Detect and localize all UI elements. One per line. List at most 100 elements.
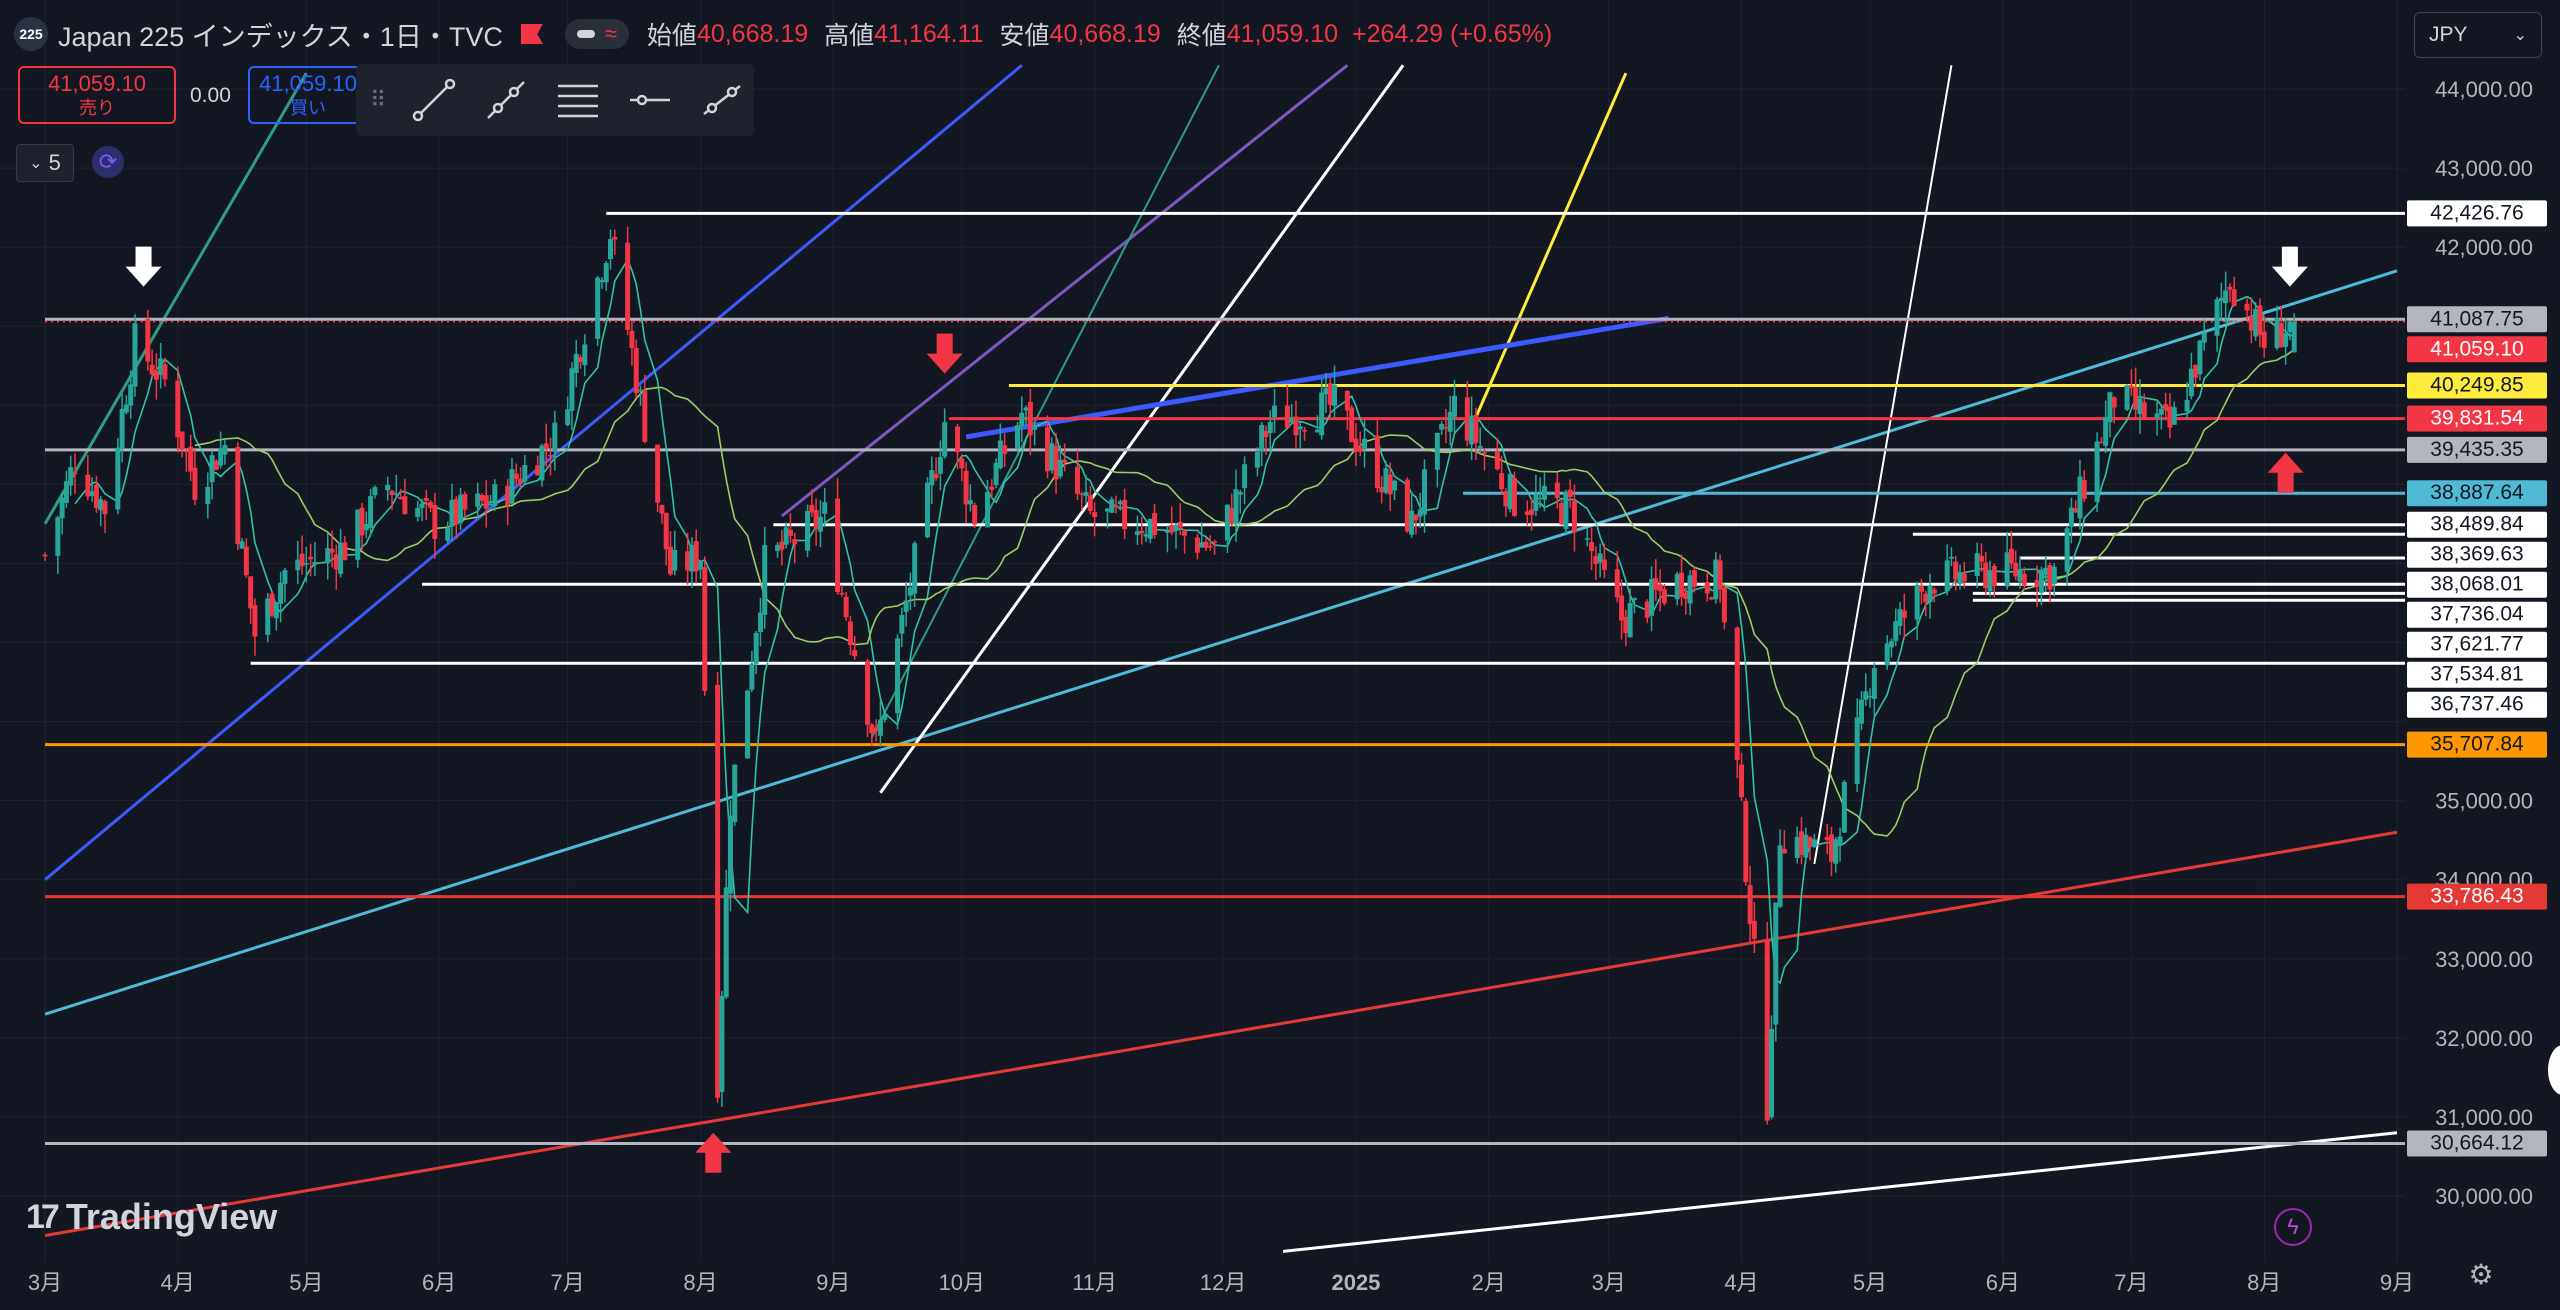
trend-line bbox=[43, 72, 308, 525]
candle-body bbox=[1379, 486, 1385, 493]
candle-body bbox=[1434, 432, 1440, 470]
candle-body bbox=[625, 242, 631, 330]
candle-body bbox=[423, 497, 429, 501]
candle-body bbox=[265, 598, 271, 635]
close-label: 終値 bbox=[1176, 22, 1227, 50]
candle-body bbox=[1079, 493, 1085, 496]
candle-body bbox=[1747, 884, 1753, 925]
price-tag-label: 38,887.64 bbox=[2430, 481, 2524, 504]
candle-body bbox=[488, 503, 494, 506]
candle-body bbox=[1983, 562, 1989, 589]
extended-line-tool-icon[interactable] bbox=[700, 78, 744, 122]
candle-body bbox=[775, 544, 781, 552]
horizontal-ray-tool-icon[interactable] bbox=[628, 78, 672, 122]
candle-body bbox=[912, 543, 918, 594]
candle-body bbox=[642, 390, 648, 442]
gear-icon[interactable]: ⚙ bbox=[2468, 1259, 2494, 1290]
candle-body bbox=[492, 484, 498, 506]
price-tag bbox=[2407, 1130, 2547, 1157]
drag-handle-icon[interactable]: ⠿ bbox=[370, 87, 387, 112]
candle-body bbox=[963, 470, 969, 505]
candle-body bbox=[749, 663, 755, 690]
candle-body bbox=[1203, 541, 1209, 548]
candle-body bbox=[2171, 407, 2177, 425]
candle-body bbox=[552, 422, 558, 452]
x-tick-label: 5月 bbox=[1853, 1270, 1887, 1295]
candle-body bbox=[1683, 592, 1689, 599]
candle-body bbox=[727, 815, 733, 894]
candle-body bbox=[2094, 441, 2100, 502]
candle-body bbox=[235, 446, 241, 545]
candle-body bbox=[779, 541, 785, 550]
x-tick-label: 3月 bbox=[1592, 1270, 1626, 1295]
candle-body bbox=[505, 486, 511, 506]
candle-body bbox=[398, 496, 404, 500]
candle-body bbox=[243, 546, 249, 576]
candle-body bbox=[1927, 585, 1933, 603]
candle-body bbox=[1392, 480, 1398, 491]
candle-body bbox=[873, 727, 879, 732]
candle-body bbox=[745, 690, 751, 759]
candle-body bbox=[2231, 289, 2237, 306]
x-tick-label: 4月 bbox=[1724, 1270, 1758, 1295]
candle-body bbox=[85, 474, 91, 497]
candle-body bbox=[2197, 340, 2203, 375]
sell-label: 売り bbox=[79, 98, 115, 118]
price-tag bbox=[2407, 306, 2547, 333]
candle-body bbox=[1109, 499, 1115, 513]
candle-body bbox=[2077, 476, 2083, 519]
candle-body bbox=[145, 319, 151, 362]
buy-button[interactable]: 41,059.10 買い bbox=[248, 66, 368, 124]
y-tick-label: 33,000.00 bbox=[2435, 947, 2533, 972]
refresh-icon[interactable]: ⟳ bbox=[92, 146, 124, 178]
candle-body bbox=[783, 527, 789, 545]
trend-line bbox=[1813, 65, 1953, 865]
buy-label: 買い bbox=[290, 98, 326, 118]
price-tag bbox=[2407, 541, 2547, 568]
candle-body bbox=[2111, 397, 2117, 408]
candle-body bbox=[1143, 534, 1149, 537]
candle-body bbox=[1567, 489, 1573, 498]
indicator-collapse-button[interactable]: ⌄ 5 bbox=[16, 144, 74, 182]
drawing-toolbar: ⠿ bbox=[356, 64, 754, 136]
price-tag bbox=[2407, 405, 2547, 432]
candle-body bbox=[1302, 430, 1308, 432]
compare-toggle[interactable]: ≈ bbox=[564, 19, 629, 49]
candle-body bbox=[1807, 837, 1813, 847]
candle-body bbox=[1833, 839, 1839, 864]
price-tag-label: 37,534.81 bbox=[2430, 663, 2523, 686]
candle-body bbox=[659, 504, 665, 514]
candle-body bbox=[603, 263, 609, 283]
candle-body bbox=[1199, 542, 1205, 548]
edge-handle[interactable] bbox=[2548, 1045, 2560, 1095]
arrow-down-icon bbox=[2271, 246, 2308, 287]
x-tick-label: 3月 bbox=[28, 1270, 62, 1295]
candle-body bbox=[2034, 579, 2040, 587]
flag-icon[interactable] bbox=[520, 24, 543, 44]
candle-body bbox=[1593, 556, 1599, 565]
parallel-channel-tool-icon[interactable] bbox=[556, 78, 600, 122]
candle-body bbox=[942, 422, 948, 457]
price-tag-label: 38,068.01 bbox=[2430, 573, 2523, 596]
price-tag-label: 30,664.12 bbox=[2430, 1131, 2523, 1154]
currency-select[interactable]: JPY ⌄ bbox=[2414, 12, 2542, 58]
lightning-icon[interactable]: ϟ bbox=[2274, 1208, 2312, 1246]
trend-line-tool-icon[interactable] bbox=[412, 78, 456, 122]
price-tag-label: 39,831.54 bbox=[2430, 407, 2524, 430]
candle-body bbox=[1987, 570, 1993, 592]
candle-body bbox=[1614, 569, 1620, 598]
candle-body bbox=[1657, 584, 1663, 592]
candle-body bbox=[2098, 441, 2104, 444]
candle-body bbox=[1409, 510, 1415, 535]
symbol-title[interactable]: Japan 225 インデックス・1日・TVC bbox=[58, 21, 503, 52]
candle-body bbox=[93, 484, 99, 509]
candle-body bbox=[1811, 839, 1817, 848]
sell-button[interactable]: 41,059.10 売り bbox=[18, 66, 176, 124]
candle-body bbox=[1597, 553, 1603, 563]
candle-body bbox=[269, 593, 275, 616]
candle-body bbox=[637, 389, 643, 392]
ray-tool-icon[interactable] bbox=[484, 78, 528, 122]
candle-body bbox=[865, 660, 871, 725]
symbol-badge[interactable]: 225 bbox=[14, 17, 48, 51]
